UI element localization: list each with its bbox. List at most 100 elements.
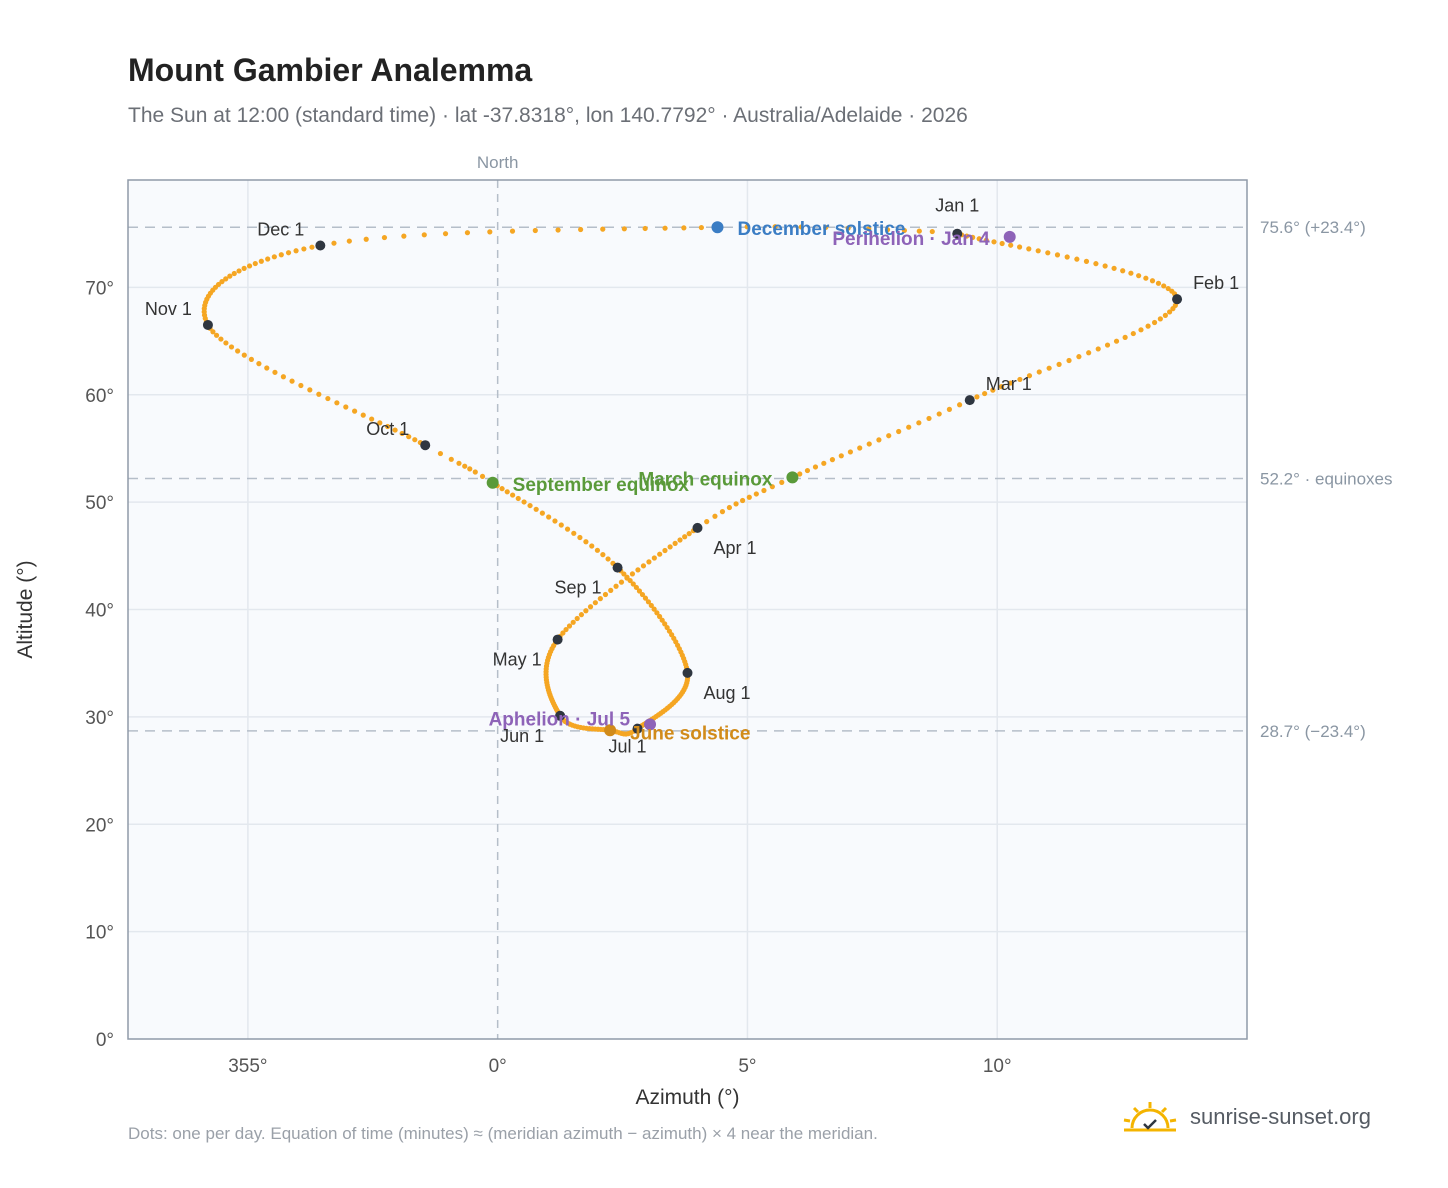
day-dot <box>539 510 545 516</box>
day-dot <box>999 240 1005 247</box>
day-dot <box>577 534 583 541</box>
day-dot <box>346 238 352 244</box>
day-dot <box>719 509 726 515</box>
event-label: Aphelion · Jul 5 <box>489 709 631 730</box>
day-dot <box>779 479 785 485</box>
day-dot <box>271 254 277 260</box>
event-marker <box>644 718 657 731</box>
y-tick-label: 10° <box>85 923 114 944</box>
day-dot <box>289 378 295 384</box>
day-dot <box>686 531 692 537</box>
x-tick-label: 10° <box>983 1056 1012 1077</box>
day-dot <box>600 552 606 558</box>
day-dot <box>456 460 462 466</box>
day-dot <box>343 404 349 410</box>
day-dot <box>272 369 278 375</box>
day-dot <box>635 567 641 573</box>
day-dot <box>594 547 601 553</box>
y-tick-label: 60° <box>85 386 114 407</box>
day-dot <box>838 453 844 459</box>
day-dot <box>639 591 646 598</box>
day-dot <box>976 236 982 242</box>
day-dot <box>223 340 229 346</box>
day-dot <box>331 240 337 246</box>
day-dot <box>421 232 427 238</box>
event-label: December solstice <box>737 219 905 240</box>
day-dot <box>235 348 241 354</box>
day-dot <box>677 537 683 543</box>
day-dot <box>532 227 538 234</box>
day-dot <box>589 543 595 549</box>
day-dot <box>1054 252 1061 258</box>
day-dot <box>621 226 627 232</box>
day-dot <box>563 626 569 633</box>
day-dot <box>412 437 418 443</box>
day-dot <box>381 234 388 241</box>
day-dot <box>252 260 258 267</box>
day-dot <box>472 469 478 475</box>
day-dot <box>662 225 668 231</box>
day-dot <box>613 583 619 589</box>
x-axis-label: Azimuth (°) <box>635 1086 739 1109</box>
day-dot <box>558 522 564 528</box>
day-dot <box>627 577 633 584</box>
day-dot <box>210 329 216 335</box>
day-dot <box>866 441 872 447</box>
month-marker <box>1172 294 1183 305</box>
day-dot <box>487 229 493 235</box>
day-dot <box>442 231 449 237</box>
day-dot <box>916 228 922 234</box>
day-dot <box>884 227 891 233</box>
x-tick-label: 355° <box>228 1056 267 1077</box>
y-tick-label: 70° <box>85 278 114 299</box>
day-dot <box>602 591 609 598</box>
day-dot <box>646 559 652 565</box>
day-dot <box>218 336 224 342</box>
day-dot <box>316 391 322 397</box>
event-marker <box>711 221 724 234</box>
day-dot <box>1136 273 1142 279</box>
day-dot <box>1151 319 1158 326</box>
day-dot <box>970 234 976 240</box>
day-dot <box>592 600 598 606</box>
day-dot <box>733 501 739 507</box>
day-dot <box>1166 309 1173 315</box>
day-dot <box>334 400 340 406</box>
day-dot <box>1155 280 1162 286</box>
day-dot <box>213 332 220 338</box>
day-dot <box>956 402 963 408</box>
day-dot <box>772 224 778 230</box>
day-dot <box>1008 242 1014 248</box>
day-dot <box>307 387 313 393</box>
sun-logo-icon <box>1123 1102 1177 1132</box>
month-label: Jul 1 <box>609 737 647 757</box>
day-dot <box>265 256 271 262</box>
day-dot <box>906 424 912 430</box>
day-dot <box>654 610 660 616</box>
day-dot <box>642 595 649 601</box>
event-marker <box>604 724 617 737</box>
month-marker <box>202 319 213 330</box>
month-marker <box>612 562 623 573</box>
day-dot <box>642 225 648 232</box>
day-dot <box>377 420 383 426</box>
day-dot <box>1017 244 1023 250</box>
month-marker <box>420 440 431 451</box>
day-dot <box>624 574 630 580</box>
day-dot <box>571 530 577 536</box>
day-dot <box>983 237 989 243</box>
day-dot <box>1083 258 1090 264</box>
day-dot <box>1145 323 1151 329</box>
reference-line-label: 52.2° · equinoxes <box>1260 470 1393 489</box>
day-dot <box>657 551 663 557</box>
day-dot <box>552 518 558 524</box>
day-dot <box>1056 361 1062 367</box>
day-dot <box>857 445 863 451</box>
day-dot <box>509 228 516 234</box>
day-dot <box>309 244 315 250</box>
brand[interactable]: sunrise-sunset.org <box>1120 1100 1371 1134</box>
day-dot <box>258 258 264 264</box>
month-marker <box>964 395 975 406</box>
day-dot <box>946 406 953 412</box>
day-dot <box>1045 250 1051 256</box>
